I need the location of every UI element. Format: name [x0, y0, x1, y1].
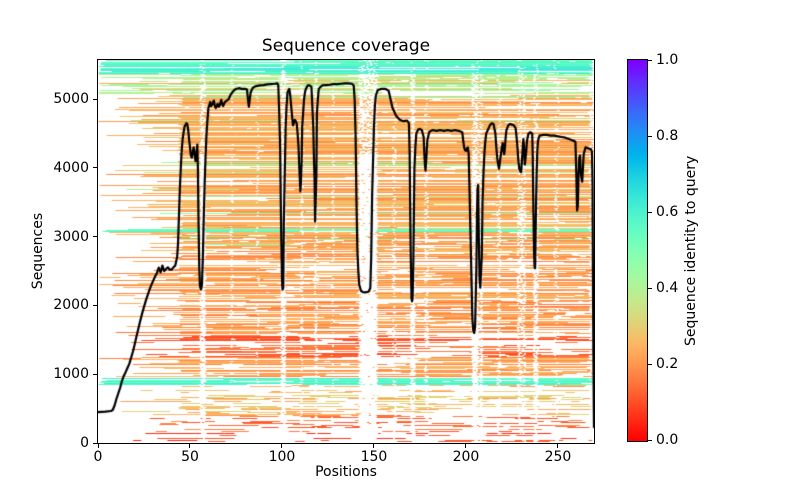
colorbar-tick-mark [648, 439, 652, 441]
x-tick-mark [189, 444, 191, 448]
colorbar-tick-mark [648, 135, 652, 137]
axes-spines [97, 59, 595, 444]
x-axis-label: Positions [315, 464, 377, 480]
colorbar [628, 60, 647, 441]
x-tick-mark [557, 444, 559, 448]
y-axis-label: Sequences [30, 212, 46, 290]
y-tick-label: 2000 [53, 297, 89, 314]
chart-title: Sequence coverage [261, 36, 431, 56]
colorbar-frame [627, 59, 648, 442]
colorbar-tick-label: 1.0 [656, 52, 679, 68]
y-tick-label: 4000 [53, 159, 89, 176]
colorbar-tick-mark [648, 59, 652, 61]
x-tick-label: 150 [360, 449, 388, 465]
x-tick-label: 200 [452, 449, 480, 465]
y-tick-mark [93, 442, 97, 444]
x-tick-mark [97, 444, 99, 448]
x-tick-label: 50 [181, 449, 199, 465]
x-tick-mark [281, 444, 283, 448]
x-tick-label: 250 [544, 449, 572, 465]
x-tick-mark [373, 444, 375, 448]
y-tick-label: 5000 [53, 91, 89, 108]
plot-area [98, 60, 594, 443]
y-tick-mark [93, 304, 97, 306]
x-tick-mark [465, 444, 467, 448]
x-tick-label: 0 [93, 449, 103, 465]
y-tick-mark [93, 236, 97, 238]
y-tick-label: 0 [80, 435, 89, 451]
colorbar-tick-label: 0.2 [656, 356, 679, 372]
colorbar-tick-label: 0.6 [656, 204, 679, 220]
y-tick-mark [93, 98, 97, 100]
colorbar-tick-mark [648, 211, 652, 213]
colorbar-tick-mark [648, 287, 652, 289]
y-tick-label: 3000 [53, 228, 89, 245]
colorbar-tick-label: 0.8 [656, 128, 679, 144]
y-tick-mark [93, 167, 97, 169]
colorbar-tick-label: 0.0 [656, 432, 679, 448]
x-tick-label: 100 [268, 449, 296, 465]
colorbar-label: Sequence identity to query [683, 155, 699, 346]
colorbar-tick-label: 0.4 [656, 280, 679, 296]
y-tick-label: 1000 [53, 366, 89, 383]
colorbar-tick-mark [648, 363, 652, 365]
y-tick-mark [93, 373, 97, 375]
